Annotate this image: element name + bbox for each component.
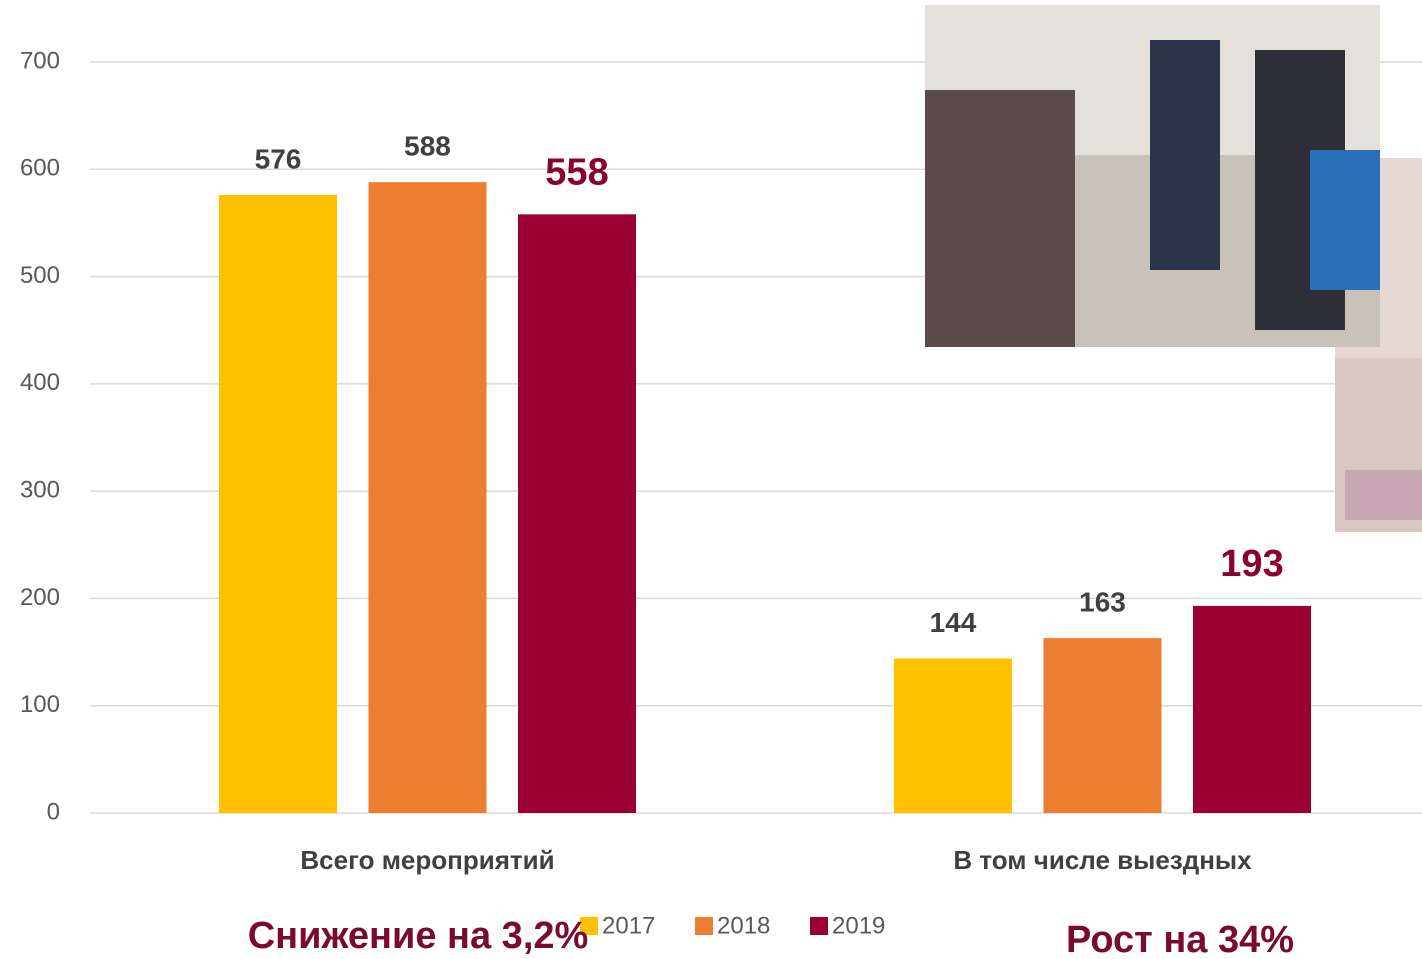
data-label: 576 — [255, 143, 302, 174]
y-tick-label: 500 — [20, 262, 60, 289]
y-tick-label: 0 — [47, 798, 60, 825]
data-label: 163 — [1079, 587, 1126, 618]
legend-label: 2018 — [717, 912, 770, 939]
legend-swatch — [810, 917, 828, 935]
bar — [1193, 606, 1311, 813]
y-tick-label: 700 — [20, 47, 60, 74]
data-label: 588 — [404, 131, 451, 162]
x-tick-label: В том числе выездных — [953, 845, 1252, 875]
chart: 0 100 200 300 400 500 600 700 Всего мероприятий 5… — [0, 0, 1422, 959]
y-tick-label: 600 — [20, 155, 60, 182]
annotation: Снижение на 3,2% — [248, 915, 589, 957]
x-tick-label: Всего мероприятий — [300, 845, 554, 875]
y-tick-label: 400 — [20, 369, 60, 396]
legend-label: 2019 — [832, 912, 885, 939]
annotation: Рост на 34% — [1066, 919, 1294, 959]
data-label: 193 — [1220, 543, 1283, 585]
bar — [518, 214, 636, 813]
y-tick-label: 100 — [20, 691, 60, 718]
page: {"chart_data": {"type": "bar", "categori… — [0, 0, 1422, 959]
y-tick-label: 300 — [20, 476, 60, 503]
y-tick-label: 200 — [20, 584, 60, 611]
legend-label: 2017 — [602, 912, 655, 939]
photo — [925, 5, 1380, 347]
bar — [369, 182, 487, 813]
legend-swatch — [695, 917, 713, 935]
data-label: 144 — [930, 607, 977, 638]
bar — [1044, 638, 1162, 813]
bar — [219, 195, 337, 813]
data-label: 558 — [545, 151, 608, 193]
bar — [894, 659, 1012, 813]
